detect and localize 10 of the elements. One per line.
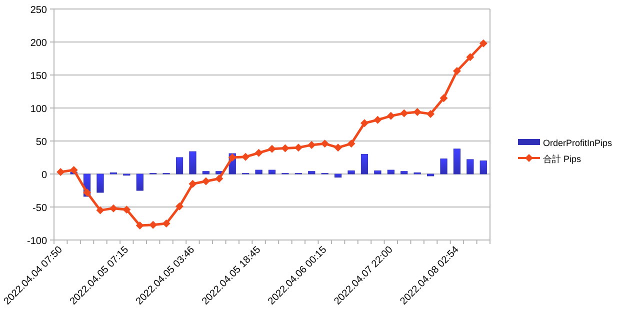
y-tick-label: 50 [36, 137, 48, 148]
y-tick-label: -50 [32, 203, 48, 214]
y-tick-label: 100 [30, 104, 48, 115]
legend-label: 合計 Pips [543, 154, 582, 164]
y-tick-label: -100 [26, 236, 48, 247]
y-tick-label: 150 [30, 71, 48, 82]
legend-label: OrderProfitInPips [543, 138, 613, 148]
y-tick-label: 0 [41, 170, 48, 181]
y-tick-label: 200 [30, 38, 48, 49]
y-tick-label: 250 [30, 5, 48, 16]
